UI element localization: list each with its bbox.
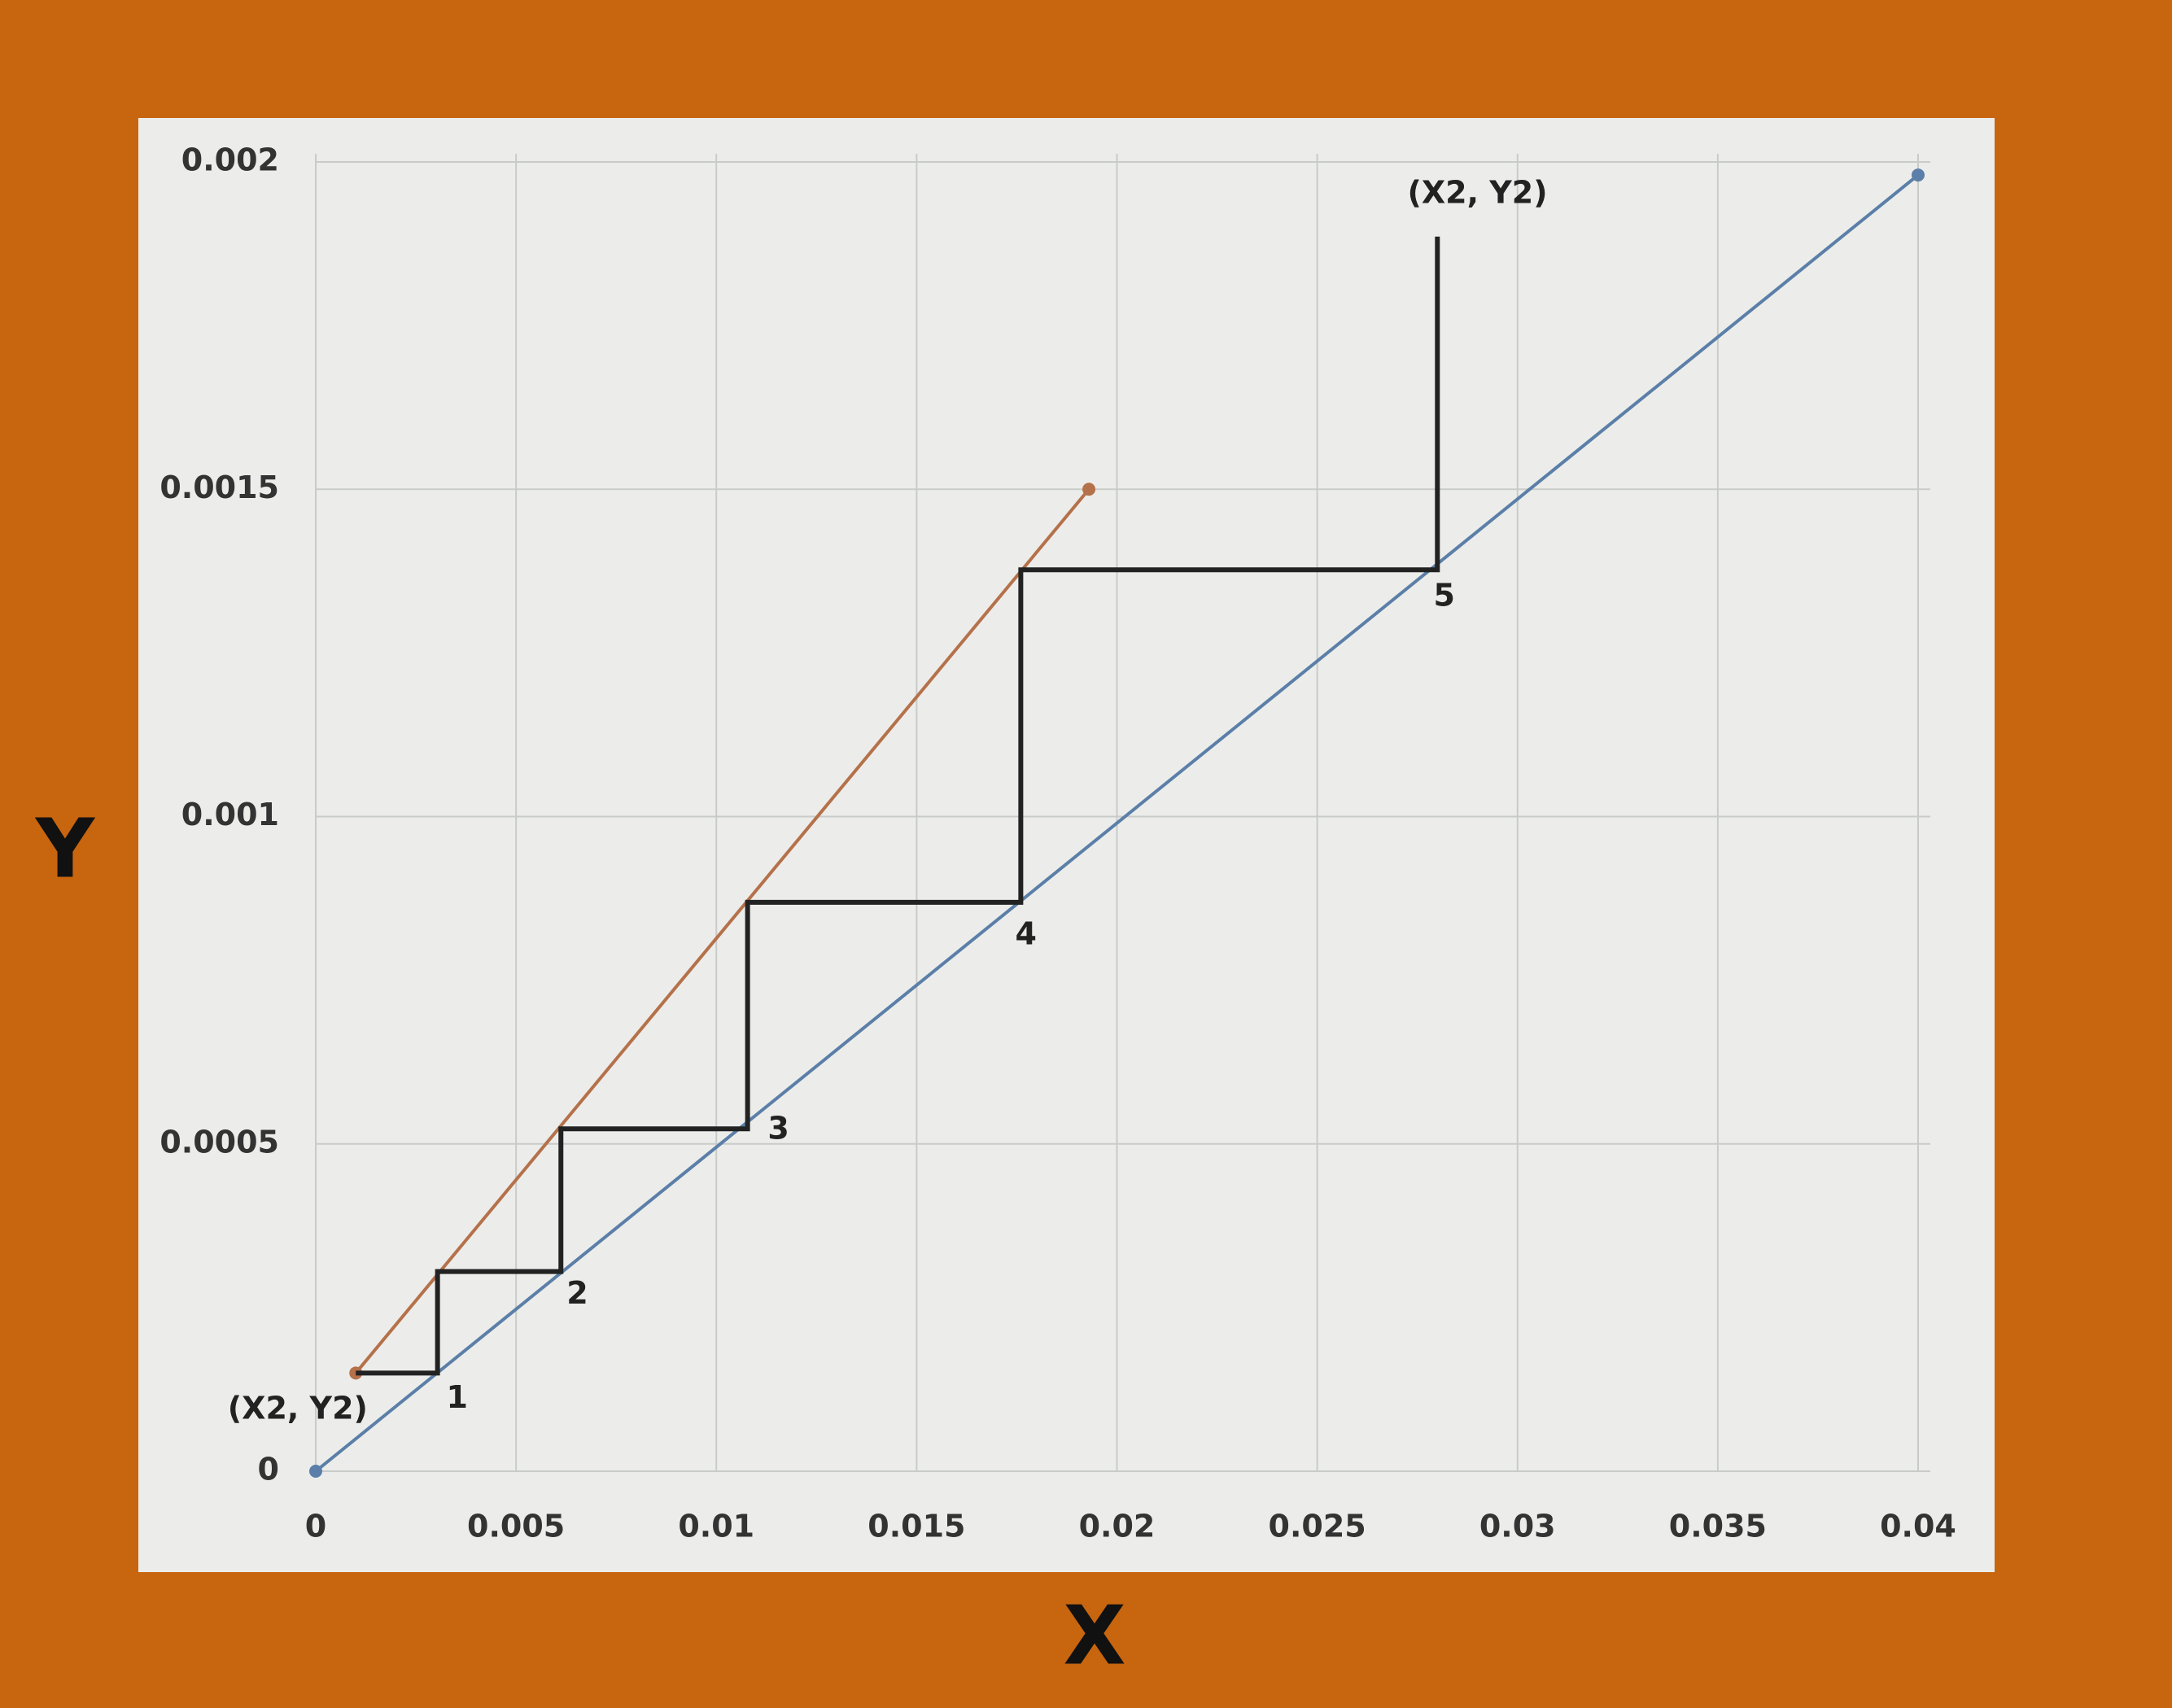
plot-panel xyxy=(138,118,1995,1572)
annotation: (X2, Y2) xyxy=(1407,175,1547,211)
point xyxy=(1082,483,1096,496)
annotation: 4 xyxy=(1016,915,1037,951)
x-tick-label: 0 xyxy=(305,1509,326,1544)
annotation: 1 xyxy=(447,1379,468,1415)
y-tick-label: 0.0015 xyxy=(160,470,279,505)
point xyxy=(1912,168,1925,182)
x-tick-label: 0.01 xyxy=(678,1509,754,1544)
point xyxy=(309,1465,322,1478)
series-line xyxy=(314,173,1920,1473)
x-tick-label: 0.035 xyxy=(1669,1509,1767,1544)
series-line xyxy=(354,487,1090,1374)
x-tick-label: 0.04 xyxy=(1880,1509,1956,1544)
x-axis-label: X xyxy=(1063,1588,1125,1683)
x-tick-label: 0.03 xyxy=(1479,1509,1556,1544)
x-tick-label: 0.02 xyxy=(1079,1509,1156,1544)
annotation: (X2, Y2) xyxy=(228,1391,368,1426)
annotation: 3 xyxy=(767,1110,789,1146)
annotation: 5 xyxy=(1433,577,1454,613)
x-tick-label: 0.025 xyxy=(1269,1509,1366,1544)
y-tick-label: 0.0005 xyxy=(160,1124,279,1160)
x-tick-label: 0.015 xyxy=(867,1509,965,1544)
y-tick-label: 0.001 xyxy=(181,797,279,832)
y-tick-label: 0.002 xyxy=(181,142,279,178)
annotation: 2 xyxy=(566,1275,588,1311)
y-tick-label: 0 xyxy=(258,1452,279,1487)
x-tick-label: 0.005 xyxy=(467,1509,565,1544)
y-axis-label: Y xyxy=(35,801,96,896)
series-line xyxy=(356,236,1440,1376)
